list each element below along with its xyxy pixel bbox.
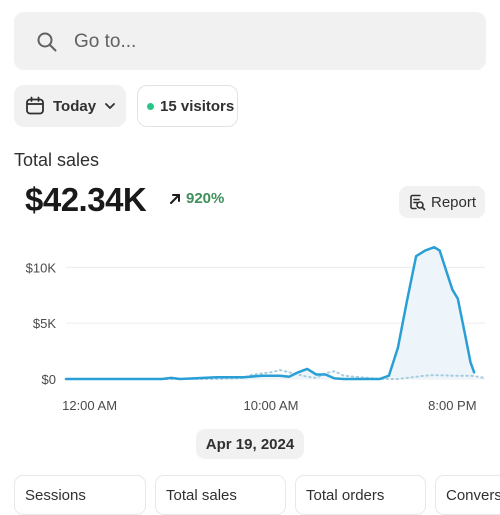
metric-title: Total sales [14, 150, 100, 170]
report-button-label: Report [430, 193, 477, 211]
tab-sessions[interactable]: Sessions [14, 475, 146, 515]
live-indicator-dot [147, 102, 154, 110]
calendar-icon [26, 96, 44, 115]
date-range-button[interactable]: Today [14, 85, 126, 127]
total-sales-chart: $10K $5K $0 12:00 AM 10:00 AM 8:00 PM [26, 245, 486, 413]
x-tick-label: 12:00 AM [62, 398, 117, 413]
tab-sessions-label: Sessions [25, 487, 86, 504]
tab-total-orders-label: Total orders [306, 487, 385, 504]
live-visitors-button[interactable]: 15 visitors [137, 85, 238, 127]
x-tick-label: 8:00 PM [428, 398, 476, 413]
tab-conversion-rate[interactable]: Conversion rate [435, 475, 500, 515]
y-tick-label: $10K [26, 260, 57, 275]
metric-change-value: 920% [186, 190, 225, 207]
sales-series-line [64, 245, 476, 381]
y-tick-label: $5K [33, 316, 56, 331]
arrow-up-right-icon [170, 193, 180, 204]
visitors-label: 15 visitors [160, 97, 235, 115]
chevron-down-icon [105, 103, 115, 109]
tab-total-orders[interactable]: Total orders [295, 475, 426, 515]
y-tick-label: $0 [42, 372, 56, 387]
search-input[interactable] [72, 26, 456, 58]
chart-date-text: Apr 19, 2024 [205, 435, 295, 453]
metric-value: $42.34K [25, 181, 147, 218]
date-range-label: Today [53, 97, 97, 115]
comparison-series-line [65, 369, 486, 380]
search-icon [37, 32, 57, 52]
tab-conversion-rate-label: Conversion rate [446, 487, 500, 504]
search-bar[interactable] [14, 12, 486, 70]
tab-total-sales-label: Total sales [166, 487, 237, 504]
tab-total-sales[interactable]: Total sales [155, 475, 286, 515]
report-button[interactable]: Report [399, 186, 485, 218]
chart-date-label[interactable]: Apr 19, 2024 [196, 429, 304, 459]
metric-change: 920% [168, 190, 224, 207]
x-tick-label: 10:00 AM [243, 398, 298, 413]
sales-area-fill [66, 247, 475, 379]
report-icon [410, 194, 426, 211]
